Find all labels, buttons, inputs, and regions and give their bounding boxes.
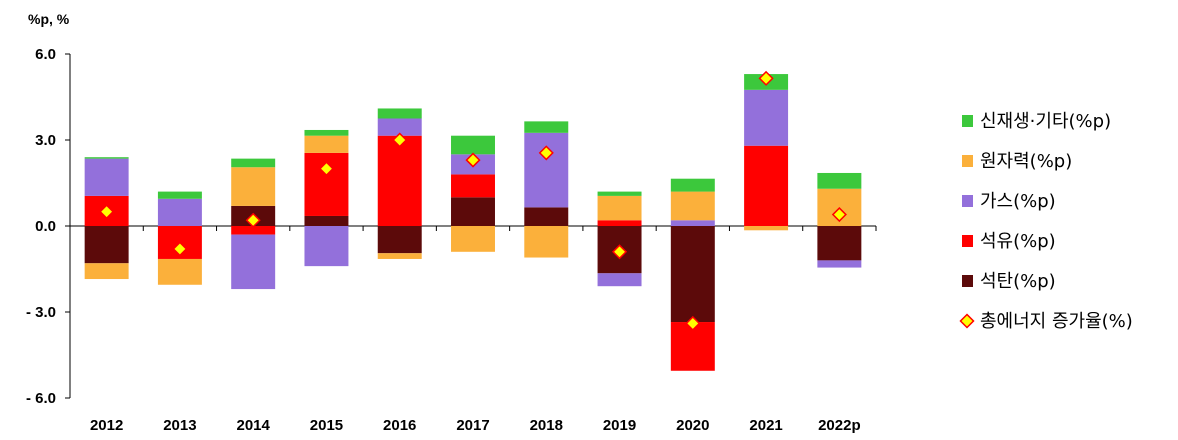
bar-segment <box>670 178 715 192</box>
legend-label: 원자력(%p) <box>980 151 1072 172</box>
legend-label: 총에너지 증가율(%) <box>980 311 1133 332</box>
total-growth-markers <box>99 70 847 332</box>
bar-segment <box>304 129 349 136</box>
total-growth-marker <box>538 145 554 161</box>
bar-segment <box>84 263 129 280</box>
bar-segment <box>377 118 422 136</box>
total-growth-marker <box>172 241 188 257</box>
bar-segment <box>817 260 862 268</box>
y-axis: 6.0 3.0 0.0 - 3.0 - 6.0 <box>26 46 71 407</box>
total-growth-marker <box>611 244 628 260</box>
bar-segment <box>377 253 422 259</box>
bar-segment <box>231 158 276 168</box>
bar-segment <box>524 226 569 258</box>
total-growth-marker <box>831 206 847 223</box>
bar-segment <box>84 158 129 196</box>
bar-segment <box>597 195 642 221</box>
bar-segment <box>377 108 422 119</box>
bar-segment <box>744 226 789 231</box>
bar-segment <box>84 157 129 159</box>
x-tick-label: 2018 <box>530 417 563 434</box>
x-tick-label: 2021 <box>749 417 782 434</box>
bar-segment <box>231 226 276 235</box>
bar-segment <box>597 191 642 196</box>
bar-segment <box>451 226 495 252</box>
x-tick-label: 2014 <box>236 417 270 434</box>
x-tick-label: 2022p <box>818 417 861 434</box>
bar-segment <box>157 191 202 199</box>
bar-segment <box>451 197 495 226</box>
legend-label: 석탄(%p) <box>980 271 1056 292</box>
bar-segment <box>817 226 862 261</box>
x-tick-label: 2020 <box>676 417 709 434</box>
total-growth-marker <box>392 132 408 148</box>
bar-segment <box>157 258 202 285</box>
y-tick-label: - 6.0 <box>26 390 56 407</box>
y-unit-label: %p, % <box>28 11 70 27</box>
x-tick-label: 2012 <box>90 417 123 434</box>
bar-segment <box>304 226 349 267</box>
legend-label: 신재생·기타(%p) <box>980 111 1111 132</box>
y-tick-label: - 3.0 <box>26 304 56 321</box>
bar-segment <box>231 167 276 206</box>
legend-swatch <box>962 275 973 287</box>
bar-segment <box>304 135 349 153</box>
total-growth-marker <box>465 152 481 168</box>
bar-segment <box>231 234 276 290</box>
x-tick-label: 2019 <box>603 417 636 434</box>
total-growth-marker <box>99 204 115 220</box>
bar-segment <box>84 226 129 264</box>
y-tick-label: 6.0 <box>35 46 56 63</box>
x-tick-label: 2013 <box>163 417 196 434</box>
y-tick-label: 3.0 <box>35 132 56 149</box>
x-tick-label: 2017 <box>456 417 489 434</box>
bar-segment <box>670 226 715 323</box>
legend-label: 석유(%p) <box>980 231 1056 252</box>
x-tick-label: 2016 <box>383 417 416 434</box>
total-growth-marker <box>245 212 261 228</box>
bar-segment <box>524 132 569 208</box>
bar-segment <box>157 198 202 226</box>
legend-swatch <box>962 235 973 247</box>
total-growth-marker <box>758 70 774 86</box>
legend-swatch <box>962 115 973 127</box>
bar-segment <box>670 220 715 226</box>
y-tick-label: 0.0 <box>35 218 56 235</box>
legend: 신재생·기타(%p) 원자력(%p) 가스(%p) 석유(%p) 석탄(%p) 총에너지 … <box>959 111 1133 332</box>
bar-segment <box>451 174 495 198</box>
bar-segment <box>817 172 862 189</box>
bar-segment <box>670 191 715 221</box>
legend-swatch <box>962 195 973 207</box>
bar-segment <box>744 89 789 146</box>
bar-segment <box>451 135 495 155</box>
legend-swatch-total-growth <box>959 313 975 329</box>
bar-segment <box>524 207 569 226</box>
bar-segment <box>597 273 642 287</box>
bar-segment <box>597 220 642 226</box>
bar-segment <box>744 145 789 226</box>
bar-segment <box>377 135 422 226</box>
bar-segment <box>524 121 569 133</box>
x-tick-label: 2015 <box>310 417 343 434</box>
legend-swatch <box>962 155 973 167</box>
bar-segment <box>377 226 422 254</box>
x-axis: 2012 2013 2014 2015 2016 2017 2018 2019 2020 2021… <box>69 225 877 434</box>
bar-segments <box>84 74 862 371</box>
legend-label: 가스(%p) <box>980 191 1056 212</box>
bar-segment <box>304 215 349 226</box>
total-growth-marker <box>318 161 335 177</box>
total-growth-marker <box>685 315 701 332</box>
